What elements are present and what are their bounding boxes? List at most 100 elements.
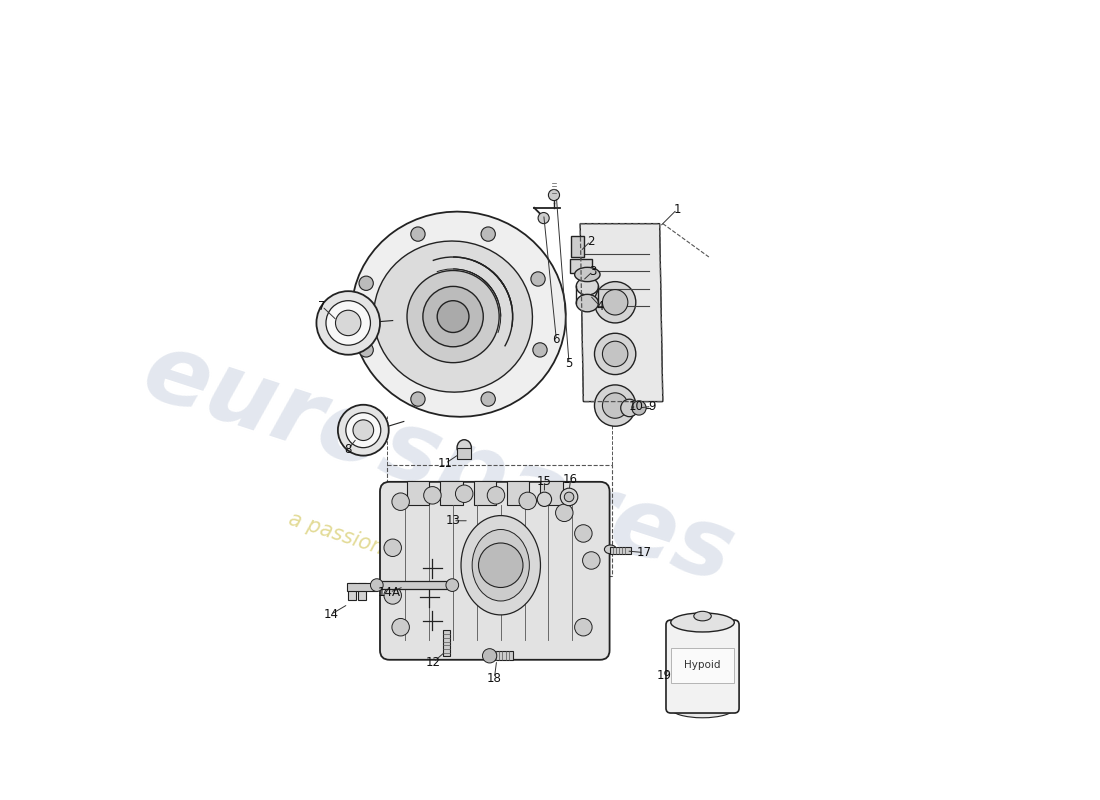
- Circle shape: [410, 392, 425, 406]
- Circle shape: [603, 393, 628, 418]
- Circle shape: [410, 227, 425, 242]
- Ellipse shape: [461, 515, 540, 615]
- Text: 2: 2: [586, 234, 594, 248]
- Circle shape: [538, 213, 549, 224]
- Circle shape: [326, 301, 371, 345]
- Circle shape: [574, 525, 592, 542]
- Circle shape: [519, 492, 537, 510]
- Circle shape: [359, 276, 373, 290]
- Circle shape: [384, 586, 402, 604]
- FancyBboxPatch shape: [570, 259, 592, 273]
- FancyBboxPatch shape: [442, 630, 450, 656]
- FancyBboxPatch shape: [474, 481, 496, 505]
- Text: 14: 14: [323, 608, 338, 621]
- Text: 7: 7: [318, 300, 326, 313]
- Circle shape: [556, 504, 573, 522]
- Text: 10: 10: [629, 400, 644, 413]
- Text: 8: 8: [344, 442, 352, 456]
- Circle shape: [345, 413, 381, 448]
- FancyBboxPatch shape: [379, 482, 609, 660]
- Circle shape: [594, 282, 636, 323]
- Circle shape: [359, 342, 373, 357]
- Text: 17: 17: [636, 546, 651, 559]
- FancyBboxPatch shape: [491, 651, 513, 660]
- Circle shape: [560, 488, 578, 506]
- Circle shape: [487, 486, 505, 504]
- FancyBboxPatch shape: [507, 481, 529, 505]
- Ellipse shape: [574, 267, 601, 282]
- Text: 12: 12: [426, 656, 441, 669]
- FancyBboxPatch shape: [440, 481, 463, 505]
- Circle shape: [317, 291, 379, 354]
- FancyBboxPatch shape: [377, 581, 452, 589]
- Circle shape: [424, 486, 441, 504]
- Ellipse shape: [576, 294, 598, 312]
- Circle shape: [455, 485, 473, 502]
- Circle shape: [384, 539, 402, 557]
- Text: 11: 11: [438, 457, 452, 470]
- Ellipse shape: [694, 611, 712, 621]
- Circle shape: [549, 190, 560, 201]
- Ellipse shape: [671, 698, 735, 718]
- Circle shape: [620, 399, 638, 417]
- FancyBboxPatch shape: [407, 481, 429, 505]
- Circle shape: [338, 405, 388, 456]
- FancyBboxPatch shape: [458, 448, 472, 458]
- Circle shape: [481, 392, 495, 406]
- Circle shape: [392, 493, 409, 510]
- Circle shape: [407, 270, 499, 362]
- Ellipse shape: [374, 241, 532, 392]
- Text: 9: 9: [648, 400, 656, 413]
- FancyBboxPatch shape: [572, 236, 584, 257]
- Circle shape: [446, 578, 459, 591]
- FancyBboxPatch shape: [671, 648, 735, 683]
- Circle shape: [336, 310, 361, 336]
- FancyBboxPatch shape: [666, 620, 739, 713]
- Circle shape: [603, 290, 628, 315]
- Circle shape: [574, 618, 592, 636]
- Circle shape: [483, 649, 497, 663]
- Circle shape: [481, 227, 495, 242]
- Text: 19: 19: [657, 669, 672, 682]
- Text: 14A: 14A: [378, 586, 402, 598]
- Circle shape: [371, 578, 383, 591]
- Text: a passion for parts since 1985: a passion for parts since 1985: [286, 509, 592, 625]
- Circle shape: [594, 334, 636, 374]
- FancyBboxPatch shape: [358, 582, 365, 600]
- Circle shape: [594, 385, 636, 426]
- Polygon shape: [580, 224, 663, 402]
- Circle shape: [532, 342, 547, 357]
- Text: 18: 18: [487, 671, 502, 685]
- Text: 6: 6: [552, 333, 560, 346]
- Text: 3: 3: [590, 265, 596, 278]
- Ellipse shape: [604, 545, 616, 554]
- Circle shape: [353, 420, 374, 441]
- Ellipse shape: [352, 212, 565, 417]
- Text: 16: 16: [563, 473, 579, 486]
- Text: 15: 15: [537, 474, 552, 487]
- Text: eurospares: eurospares: [132, 324, 746, 603]
- Circle shape: [537, 492, 551, 506]
- FancyBboxPatch shape: [610, 547, 631, 554]
- Ellipse shape: [458, 440, 472, 456]
- FancyBboxPatch shape: [349, 582, 356, 600]
- Circle shape: [437, 301, 469, 333]
- Text: 4: 4: [596, 300, 604, 313]
- Circle shape: [392, 618, 409, 636]
- Ellipse shape: [472, 530, 529, 601]
- Text: 5: 5: [565, 357, 573, 370]
- Ellipse shape: [671, 613, 735, 632]
- Circle shape: [631, 401, 646, 415]
- Text: Hypoid: Hypoid: [684, 660, 721, 670]
- Ellipse shape: [576, 278, 598, 295]
- Circle shape: [478, 543, 522, 587]
- FancyBboxPatch shape: [540, 481, 563, 505]
- Circle shape: [422, 286, 483, 346]
- Text: 1: 1: [673, 203, 681, 216]
- Circle shape: [583, 552, 601, 570]
- Circle shape: [603, 342, 628, 366]
- Text: 13: 13: [446, 514, 461, 527]
- Circle shape: [564, 492, 574, 502]
- FancyBboxPatch shape: [346, 582, 377, 590]
- Circle shape: [531, 272, 546, 286]
